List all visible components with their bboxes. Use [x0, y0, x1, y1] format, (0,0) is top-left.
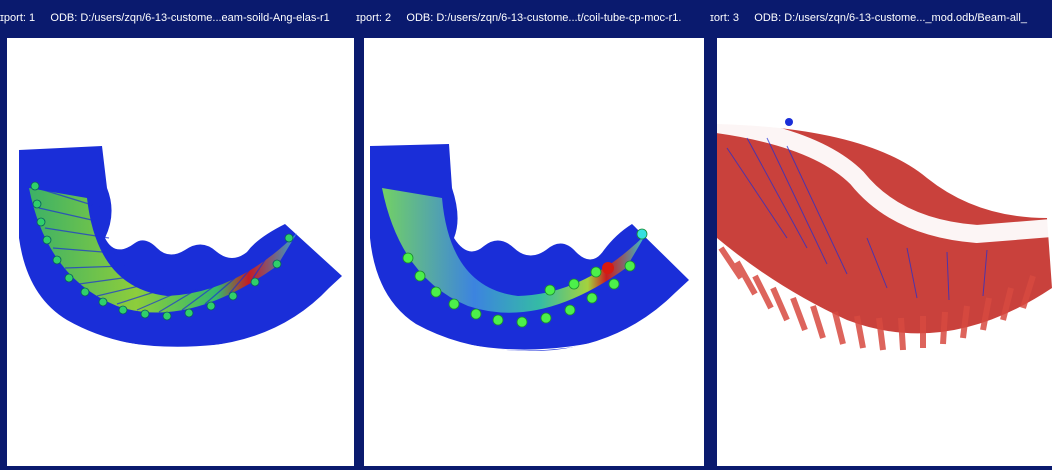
viewport-3-label: ɪort: 3 [710, 12, 739, 24]
viewport-1-odb-path: ODB: D:/users/zqn/6-13-custome...eam-soi… [50, 12, 330, 24]
viewport-2[interactable]: ɪport: 2 ODB: D:/users/zqn/6-13-custome.… [356, 0, 710, 470]
viewport-2-odb-path: ODB: D:/users/zqn/6-13-custome...t/coil-… [406, 12, 682, 24]
viewport-1-canvas[interactable] [7, 38, 354, 466]
viewport-1-label: ɪport: 1 [0, 12, 36, 24]
viewport-1-model [19, 146, 342, 348]
viewport-3-title: ɪort: 3 ODB: D:/users/zqn/6-13-custome..… [710, 0, 1052, 36]
viewport-3-model [717, 115, 1052, 351]
viewport-3[interactable]: ɪort: 3 ODB: D:/users/zqn/6-13-custome..… [710, 0, 1052, 470]
viewport-1[interactable]: ɪport: 1 ODB: D:/users/zqn/6-13-custome.… [0, 0, 356, 470]
viewport-1-title: ɪport: 1 ODB: D:/users/zqn/6-13-custome.… [0, 0, 356, 36]
viewport-2-title: ɪport: 2 ODB: D:/users/zqn/6-13-custome.… [356, 0, 710, 36]
viewport-3-canvas[interactable] [717, 38, 1052, 466]
viewport-2-label: ɪport: 2 [356, 12, 392, 24]
viewport-2-coil-band [382, 188, 646, 313]
viewport-3-odb-path: ODB: D:/users/zqn/6-13-custome..._mod.od… [754, 12, 1027, 24]
viewport-2-model [370, 144, 689, 351]
viewport-2-tube [370, 144, 689, 351]
viewport-2-canvas[interactable] [364, 38, 704, 466]
